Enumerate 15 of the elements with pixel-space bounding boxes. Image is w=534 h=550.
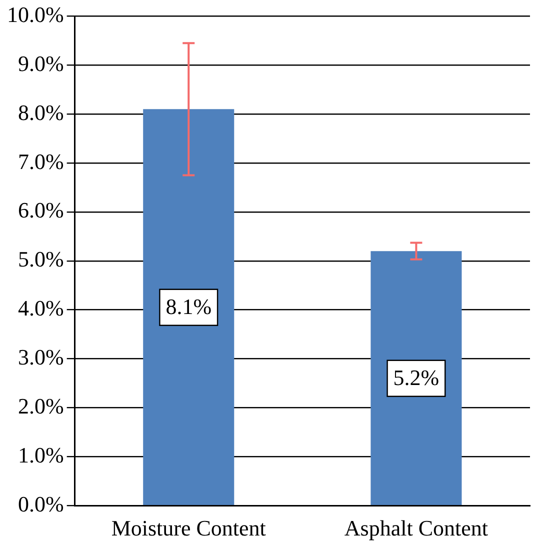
x-tick-label: Moisture Content <box>111 516 266 541</box>
y-tick-label: 0.0% <box>18 491 64 516</box>
y-tick-label: 9.0% <box>18 50 64 76</box>
y-tick-label: 8.0% <box>18 100 64 125</box>
y-tick-label: 1.0% <box>18 442 64 468</box>
y-tick-label: 3.0% <box>18 344 64 370</box>
y-tick-label: 6.0% <box>18 198 64 223</box>
y-tick-label: 2.0% <box>18 394 64 418</box>
y-tick-label: 5.0% <box>18 246 64 272</box>
data-label: 5.2% <box>393 365 440 390</box>
data-label: 8.1% <box>166 294 212 320</box>
y-tick-label: 10.0% <box>7 2 64 27</box>
y-tick-label: 7.0% <box>18 148 64 174</box>
y-tick-label: 4.0% <box>18 296 64 321</box>
x-tick-label: Asphalt Content <box>344 516 488 541</box>
